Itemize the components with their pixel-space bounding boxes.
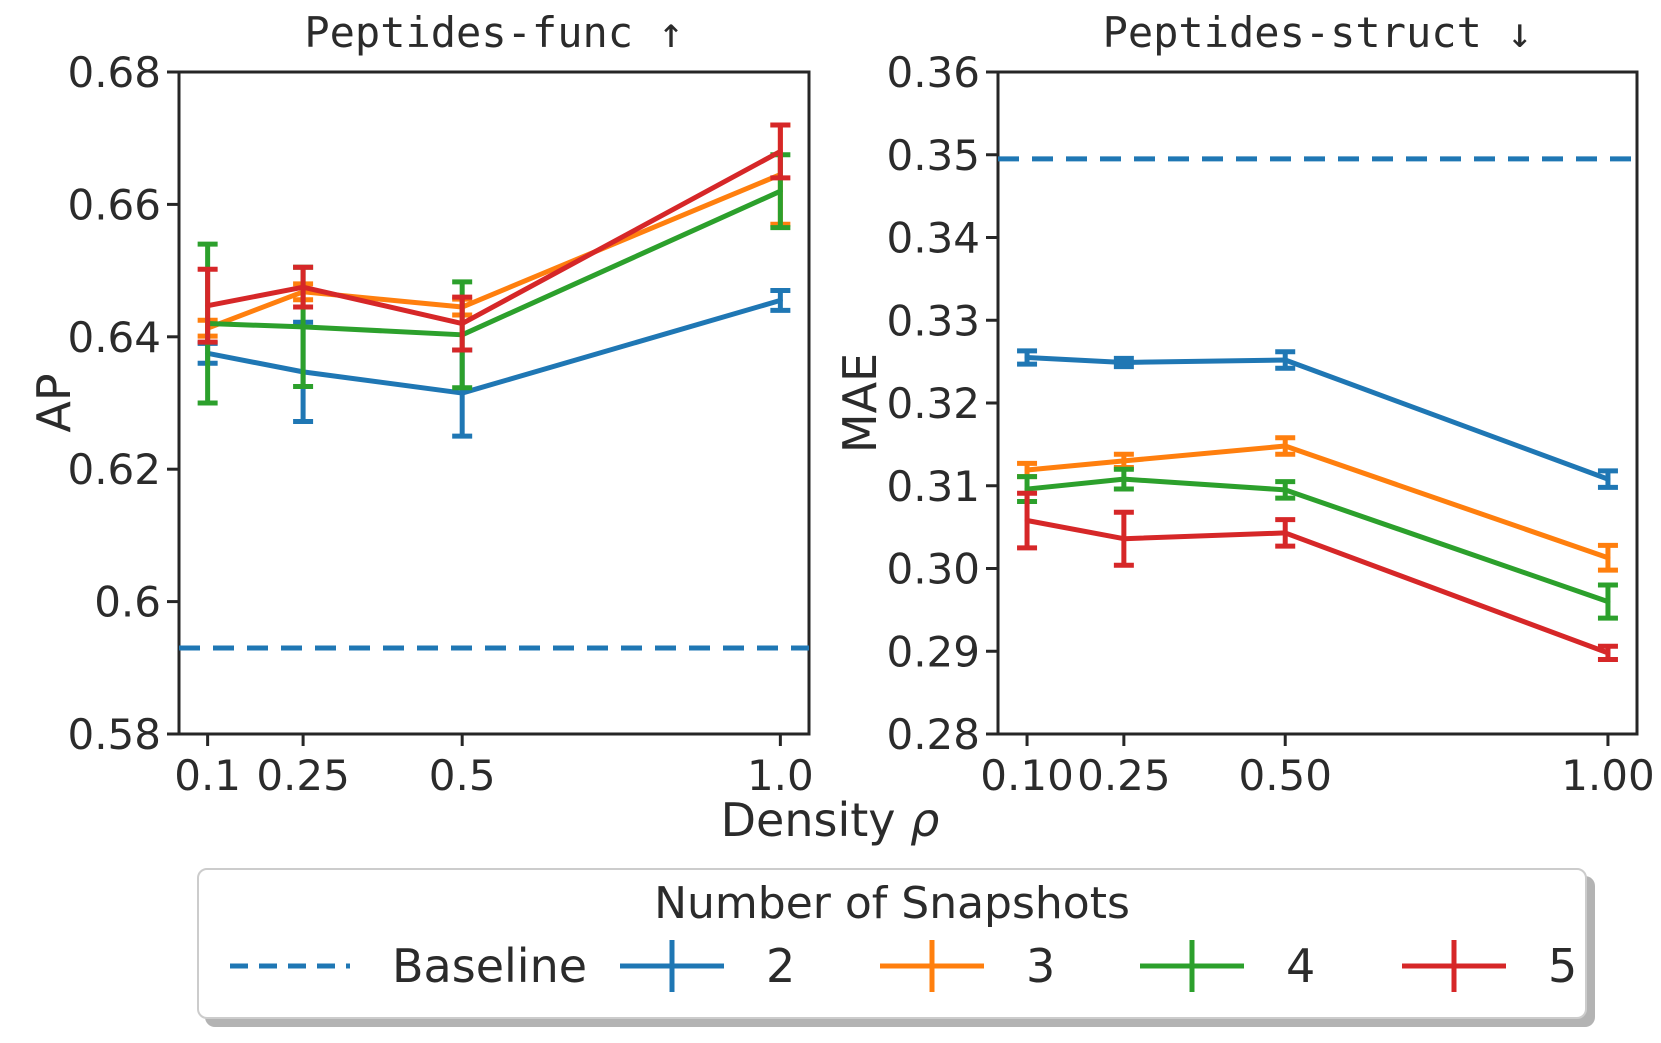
legend-label: 5 [1548, 939, 1578, 993]
y-tick-label: 0.35 [886, 131, 980, 180]
legend-label: 2 [766, 939, 796, 993]
data-line [205, 188, 783, 338]
x-axis-label-text: Density [720, 793, 896, 847]
y-tick-label: 0.31 [886, 462, 980, 511]
legend-entry-3: 3 [880, 920, 1055, 1012]
y-tick-label: 0.62 [67, 445, 161, 494]
errorbar-cross-sample [1140, 940, 1244, 992]
data-line [1024, 476, 1611, 605]
series-2 [1017, 348, 1618, 490]
legend: Number of Snapshots Baseline 2 3 4 5 [197, 868, 1587, 1019]
y-tick-label: 0.6 [94, 578, 161, 627]
rho-symbol: ρ [910, 793, 940, 847]
legend-entry-baseline: Baseline [230, 920, 587, 1012]
data-line [205, 148, 783, 327]
series-2 [197, 287, 791, 439]
legend-title: Number of Snapshots [654, 878, 1130, 929]
data-line [1024, 354, 1611, 482]
legend-entry-5: 5 [1402, 920, 1577, 1012]
y-tick-label: 0.68 [67, 48, 161, 97]
right-chart-title: Peptides-struct ↓ [1102, 8, 1533, 57]
legend-label: 3 [1026, 939, 1056, 993]
x-tick-label: 0.5 [429, 751, 496, 800]
data-line [1024, 518, 1611, 656]
chart-peptides-func: 0.1 0.25 0.5 1.0 0.58 0.6 0.62 0.64 0.66 0.68 [67, 48, 813, 800]
legend-label: Baseline [392, 939, 588, 993]
left-y-axis-label: AP [27, 373, 81, 433]
series-5 [197, 122, 791, 353]
axes-spines [996, 70, 1639, 736]
y-tick-label: 0.30 [886, 545, 980, 594]
y-tick-label: 0.32 [886, 379, 980, 428]
x-tick-label: 0.25 [1077, 751, 1171, 800]
series-5 [1017, 490, 1618, 663]
legend-label: 4 [1286, 939, 1316, 993]
left-chart-title: Peptides-func ↑ [304, 8, 684, 57]
series-4 [1017, 466, 1618, 621]
errorbar-cross-sample [620, 940, 724, 992]
legend-entry-4: 4 [1140, 920, 1315, 1012]
x-tick-label: 0.25 [256, 751, 350, 800]
x-tick-label: 1.0 [747, 751, 814, 800]
errorbar-cross-sample [880, 940, 984, 992]
chart-peptides-struct: 0.10 0.25 0.50 1.00 0.28 0.29 0.30 0.31 0.32 0.33… [886, 48, 1654, 800]
series-3 [1017, 435, 1618, 573]
legend-entry-2: 2 [620, 920, 795, 1012]
right-y-axis-label: MAE [833, 352, 887, 454]
x-tick-label: 0.10 [980, 751, 1074, 800]
y-tick-label: 0.28 [886, 710, 980, 759]
errorbar-cross-sample [1402, 940, 1506, 992]
x-tick-label: 0.50 [1238, 751, 1332, 800]
y-tick-label: 0.33 [886, 296, 980, 345]
shared-x-axis-label: Density ρ [625, 793, 1035, 847]
data-line [205, 297, 783, 396]
data-line [205, 172, 783, 331]
baseline-dashed-sample [230, 963, 350, 969]
y-tick-label: 0.29 [886, 627, 980, 676]
y-tick-label: 0.58 [67, 710, 161, 759]
y-tick-label: 0.66 [67, 180, 161, 229]
y-tick-label: 0.64 [67, 313, 161, 362]
axes-spines [177, 70, 811, 736]
x-tick-label: 0.1 [174, 751, 241, 800]
x-tick-label: 1.00 [1561, 751, 1655, 800]
data-line [1024, 443, 1611, 561]
y-tick-label: 0.34 [886, 214, 980, 263]
y-tick-label: 0.36 [886, 48, 980, 97]
